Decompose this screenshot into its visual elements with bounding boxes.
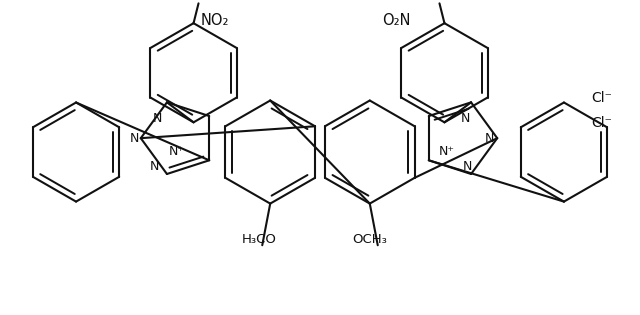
Text: N: N [130, 132, 140, 145]
Text: N⁺: N⁺ [438, 145, 454, 158]
Text: N⁺: N⁺ [168, 145, 184, 158]
Text: OCH₃: OCH₃ [353, 233, 387, 246]
Text: NO₂: NO₂ [200, 13, 229, 28]
Text: O₂N: O₂N [381, 13, 410, 28]
Text: H₃CO: H₃CO [242, 233, 276, 246]
Text: N: N [150, 160, 159, 174]
Text: N: N [463, 160, 472, 174]
Text: Cl⁻: Cl⁻ [591, 116, 612, 130]
Text: Cl⁻: Cl⁻ [591, 90, 612, 105]
Text: N: N [484, 132, 494, 145]
Text: N: N [153, 112, 163, 125]
Text: N: N [461, 112, 470, 125]
